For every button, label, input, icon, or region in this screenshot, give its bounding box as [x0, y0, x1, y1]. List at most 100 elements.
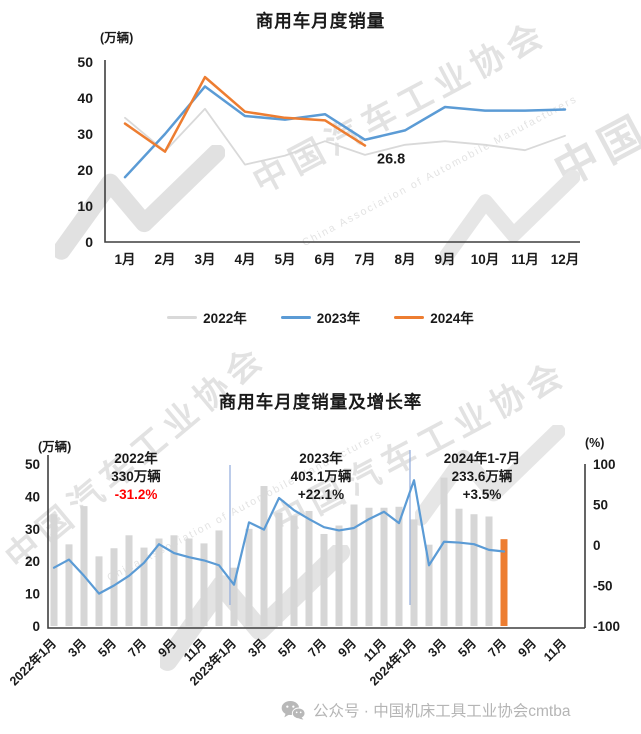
bottom-right-tick-label: 50: [593, 498, 608, 513]
sales-bar: [455, 508, 463, 626]
top-chart-canvas: 0 10 20 30 40 50 1月 2月 3月 4月 5月 6月 7月 8月 9月 10月 11月 12月 26…: [77, 54, 580, 267]
top-y-tick-label: 40: [77, 90, 93, 106]
bottom-left-tick-label: 40: [25, 489, 40, 504]
bottom-right-tick-label: -50: [593, 579, 613, 594]
legend-swatch-2022: [167, 315, 198, 319]
top-x-tick-label: 1月: [114, 252, 135, 267]
sales-bar: [365, 507, 373, 626]
bottom-right-tick-label: 0: [593, 538, 601, 553]
bottom-x-tick-label: 11月: [541, 636, 569, 664]
bottom-x-tick-label: 3月: [245, 636, 269, 660]
sales-bar: [320, 533, 328, 626]
sales-bar: [170, 535, 178, 626]
legend-swatch-2024: [394, 315, 425, 319]
bottom-x-tick-label: 5月: [455, 636, 479, 660]
top-chart-axes: [104, 60, 580, 243]
top-annotation-last-value: 26.8: [377, 152, 405, 168]
sales-bar: [185, 538, 193, 626]
bottom-x-tick-label: 2022年1月: [6, 636, 59, 689]
top-y-tick-label: 20: [77, 162, 93, 178]
top-series-line-2022年: [124, 107, 566, 166]
bottom-chart-unit-right: (%): [585, 436, 605, 450]
top-chart-legend: 2022年 2023年 2024年: [0, 307, 641, 327]
sales-bar: [125, 535, 133, 626]
bottom-x-tick-label: 9月: [515, 636, 539, 660]
top-x-tick-label: 3月: [194, 252, 215, 267]
top-x-tick-label: 2月: [154, 252, 175, 267]
growth-rate-line: [52, 479, 506, 595]
sales-bar: [260, 486, 268, 626]
sales-bar: [305, 510, 313, 626]
top-series-line-2024年: [123, 75, 367, 153]
top-x-tick-label: 6月: [314, 252, 335, 267]
legend-item-2022: 2022年: [167, 307, 247, 327]
sales-bar: [80, 506, 88, 626]
bottom-x-tick-label: 7月: [125, 636, 149, 660]
sales-bar: [110, 548, 118, 626]
top-x-tick-label: 12月: [551, 252, 580, 267]
sales-bar: [50, 514, 58, 626]
top-chart-unit-left: (万辆): [100, 31, 134, 45]
bottom-x-tick-label: 7月: [485, 636, 509, 660]
sales-bar: [215, 530, 223, 626]
top-x-tick-label: 9月: [434, 252, 455, 267]
top-series-line-2023年: [123, 85, 567, 179]
bottom-left-tick-label: 0: [32, 619, 40, 634]
top-y-tick-label: 10: [77, 198, 93, 214]
bottom-left-tick-label: 30: [25, 522, 40, 537]
sales-bar: [155, 538, 163, 626]
legend-label-2022: 2022年: [203, 311, 247, 326]
footer-text: 公众号 · 中国机床工具工业协会cmtba: [313, 703, 571, 720]
sales-bar: [425, 544, 433, 626]
legend-swatch-2023: [280, 315, 311, 319]
sales-bar: [440, 477, 448, 626]
legend-item-2024: 2024年: [394, 307, 474, 327]
sales-bar: [500, 539, 508, 626]
bottom-x-tick-label: 9月: [155, 636, 179, 660]
top-x-tick-label: 10月: [471, 252, 500, 267]
sales-bar: [275, 512, 283, 626]
sales-bar: [200, 543, 208, 626]
bottom-chart-unit-left: (万辆): [38, 440, 72, 454]
bottom-x-tick-label: 9月: [335, 636, 359, 660]
top-x-tick-label: 11月: [511, 252, 539, 267]
bottom-x-tick-label: 3月: [65, 636, 89, 660]
top-y-tick-label: 50: [77, 54, 93, 70]
sales-bar: [245, 528, 253, 626]
bottom-left-tick-label: 50: [25, 457, 40, 472]
legend-item-2023: 2023年: [280, 307, 361, 327]
sales-bar: [290, 515, 298, 626]
top-x-tick-label: 7月: [354, 252, 375, 267]
sales-bar: [380, 507, 388, 626]
sales-bar: [95, 556, 103, 626]
sales-bar: [470, 514, 478, 626]
sales-bar: [395, 506, 403, 626]
sales-bar: [335, 525, 343, 626]
legend-label-2024: 2024年: [430, 311, 474, 326]
bottom-x-tick-label: 5月: [95, 636, 119, 660]
sales-bar: [350, 504, 358, 626]
bottom-x-tick-label: 5月: [275, 636, 299, 660]
bottom-left-tick-label: 20: [25, 554, 40, 569]
top-x-tick-label: 4月: [234, 252, 255, 267]
legend-label-2023: 2023年: [316, 311, 361, 326]
footer-watermark: 公众号 · 中国机床工具工业协会cmtba: [281, 699, 570, 721]
wechat-icon: [281, 700, 305, 720]
sales-bar: [65, 544, 73, 626]
sales-bar: [410, 519, 418, 626]
top-x-tick-label: 5月: [274, 252, 295, 267]
bottom-chart-title: 商用车月度销量及增长率: [218, 392, 423, 412]
bottom-left-tick-label: 10: [25, 587, 40, 602]
bottom-x-tick-label: 7月: [305, 636, 329, 660]
sales-bar: [140, 547, 148, 626]
top-y-tick-label: 0: [85, 234, 93, 250]
bottom-chart-axes: [47, 455, 585, 629]
bottom-right-tick-label: 100: [593, 457, 616, 472]
bottom-x-tick-label: 3月: [425, 636, 449, 660]
bottom-right-tick-label: -100: [593, 619, 620, 634]
top-x-tick-label: 8月: [394, 252, 415, 267]
top-chart-title: 商用车月度销量: [255, 11, 386, 31]
top-y-tick-label: 30: [77, 126, 93, 142]
